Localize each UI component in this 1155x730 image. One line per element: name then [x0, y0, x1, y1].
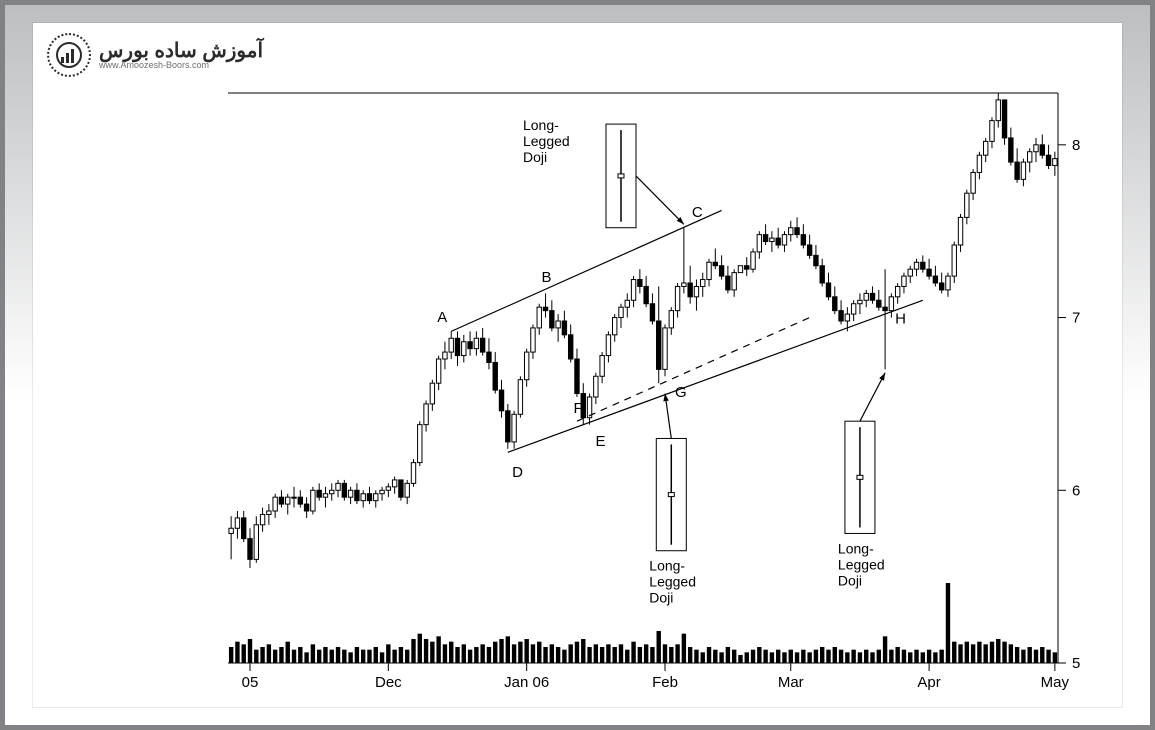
svg-text:D: D	[512, 464, 523, 481]
svg-text:Feb: Feb	[652, 674, 678, 691]
svg-text:Doji: Doji	[523, 149, 547, 165]
svg-text:C: C	[692, 204, 703, 221]
svg-text:05: 05	[242, 674, 259, 691]
candlestick-chart: 5 6 7 8 05 Dec Jan 06 Feb Mar Apr May A B C D EF G H Long-…	[33, 23, 1122, 707]
svg-text:5: 5	[1072, 655, 1080, 672]
svg-text:8: 8	[1072, 137, 1080, 154]
svg-text:G: G	[675, 384, 687, 401]
svg-text:Long-: Long-	[649, 558, 685, 574]
svg-text:Apr: Apr	[917, 674, 940, 691]
svg-text:7: 7	[1072, 310, 1080, 327]
svg-text:Legged: Legged	[523, 133, 570, 149]
svg-text:B: B	[542, 269, 552, 286]
page: آموزش ساده بورس www.Amoozesh-Boors.com 5…	[33, 23, 1122, 707]
outer-frame: آموزش ساده بورس www.Amoozesh-Boors.com 5…	[0, 0, 1155, 730]
svg-text:Legged: Legged	[838, 556, 885, 572]
svg-text:Long-: Long-	[523, 117, 559, 133]
svg-text:6: 6	[1072, 482, 1080, 499]
svg-text:F: F	[574, 400, 583, 417]
svg-text:H: H	[895, 311, 906, 328]
svg-text:Doji: Doji	[649, 590, 673, 606]
svg-text:E: E	[596, 433, 606, 450]
svg-text:Long-: Long-	[838, 540, 874, 556]
svg-text:May: May	[1041, 674, 1070, 691]
svg-text:Dec: Dec	[375, 674, 402, 691]
svg-text:Mar: Mar	[778, 674, 804, 691]
svg-text:Legged: Legged	[649, 574, 696, 590]
svg-text:Jan 06: Jan 06	[504, 674, 549, 691]
svg-text:Doji: Doji	[838, 572, 862, 588]
svg-text:A: A	[437, 309, 447, 326]
